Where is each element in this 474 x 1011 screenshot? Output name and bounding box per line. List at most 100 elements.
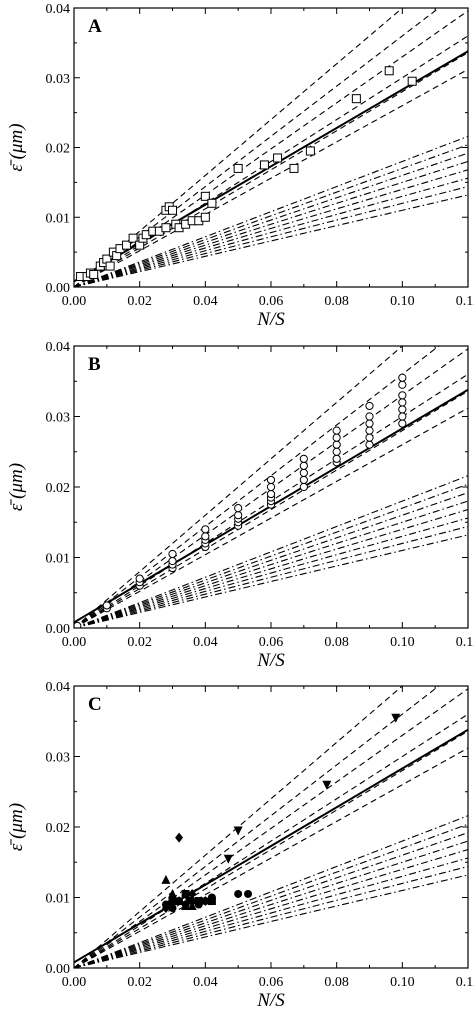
data-point [74, 621, 82, 628]
data-point [187, 900, 197, 910]
dashed-line [74, 713, 468, 968]
data-point [175, 832, 184, 843]
x-tick-label: 0.00 [62, 294, 87, 309]
dashdot-line [74, 177, 468, 287]
x-tick-label: 0.10 [390, 635, 415, 650]
dashdot-line [74, 865, 468, 968]
data-point [89, 269, 99, 279]
panel-letter: A [88, 16, 102, 37]
data-point [365, 426, 374, 435]
data-point [207, 198, 217, 208]
dashdot-line [74, 475, 468, 628]
x-tick-label: 0.12 [456, 635, 474, 650]
data-point [168, 897, 177, 906]
x-tick-label: 0.06 [259, 975, 284, 990]
data-point [161, 874, 171, 884]
chart-panel-c: 0.00 0.02 0.04 0.06 0.08 0.10 0.12 0.00 0.01 0.02… [6, 680, 474, 1011]
data-point [289, 163, 299, 173]
dashed-line [74, 390, 468, 628]
x-tick-label: 0.00 [62, 975, 87, 990]
data-point [266, 475, 276, 485]
x-tick-label: 0.08 [324, 635, 349, 650]
y-tick-label: 0.02 [46, 821, 71, 836]
y-tick-label: 0.00 [46, 962, 71, 977]
data-point [105, 261, 115, 271]
data-point [299, 454, 308, 463]
x-tick-label: 0.06 [259, 294, 284, 309]
data-point [365, 433, 374, 442]
data-point [398, 398, 407, 407]
dashdot-line [74, 815, 468, 968]
y-axis-label: ε̄ (μm) [6, 463, 27, 511]
x-tick-label: 0.06 [259, 635, 284, 650]
data-point [200, 212, 210, 222]
data-point [234, 511, 243, 520]
x-axis-label: N/S [256, 309, 285, 330]
data-point [398, 373, 407, 382]
x-tick-label: 0.00 [62, 635, 87, 650]
y-axis-label: ε̄ (μm) [6, 123, 27, 171]
data-point [168, 205, 177, 215]
dashed-line [74, 8, 404, 287]
data-point [299, 468, 308, 477]
data-point [332, 426, 341, 435]
dashdot-line [74, 534, 468, 628]
x-tick-label: 0.10 [390, 294, 415, 309]
data-point [398, 380, 407, 389]
x-tick-label: 0.08 [324, 294, 349, 309]
data-point [332, 454, 341, 463]
dashdot-line [74, 135, 468, 287]
data-point [201, 525, 210, 534]
x-tick-label: 0.02 [127, 975, 152, 990]
x-axis-label: N/S [256, 990, 285, 1011]
data-point [128, 233, 138, 243]
plot-area [74, 686, 468, 968]
x-tick-label: 0.02 [127, 635, 152, 650]
data-point [102, 601, 111, 610]
x-tick-label: 0.10 [390, 975, 415, 990]
dashdot-line [74, 874, 468, 968]
data-point [161, 903, 170, 914]
dashed-line [74, 35, 468, 287]
data-point [398, 391, 407, 400]
x-tick-label: 0.08 [324, 975, 349, 990]
data-point [384, 66, 394, 76]
y-tick-label: 0.00 [46, 622, 71, 637]
data-point [168, 556, 177, 566]
data-point [135, 574, 144, 583]
data-point [266, 482, 276, 492]
dashed-line [74, 730, 468, 968]
data-point [299, 482, 308, 492]
data-point [365, 412, 374, 421]
data-point [305, 146, 315, 156]
dashdot-line [74, 823, 468, 968]
data-point [398, 412, 407, 421]
dashed-line [74, 8, 440, 287]
dashdot-line [74, 857, 468, 968]
y-tick-label: 0.04 [46, 340, 71, 355]
data-point [273, 153, 283, 163]
chart-panel-b: 0.00 0.02 0.04 0.06 0.08 0.10 0.12 0.00 0.01 0.02… [6, 340, 474, 671]
dashdot-line [74, 194, 468, 287]
data-point [244, 889, 253, 898]
dashdot-line [74, 492, 468, 628]
y-tick-label: 0.02 [46, 481, 71, 496]
x-tick-label: 0.04 [193, 635, 218, 650]
y-tick-label: 0.00 [46, 281, 71, 296]
data-point [161, 223, 171, 233]
data-point [299, 461, 308, 470]
data-point [322, 780, 332, 790]
panel-letter: C [88, 694, 102, 715]
x-tick-label: 0.12 [456, 975, 474, 990]
x-tick-label: 0.04 [193, 975, 218, 990]
dashdot-line [74, 840, 468, 968]
data-point [259, 160, 269, 170]
data-point [234, 504, 243, 513]
fit-line [74, 50, 468, 283]
dashdot-line [74, 832, 468, 968]
x-tick-label: 0.12 [456, 294, 474, 309]
data-point [398, 405, 407, 414]
dashdot-line [74, 517, 468, 628]
data-point [266, 489, 276, 499]
data-point [407, 76, 417, 86]
